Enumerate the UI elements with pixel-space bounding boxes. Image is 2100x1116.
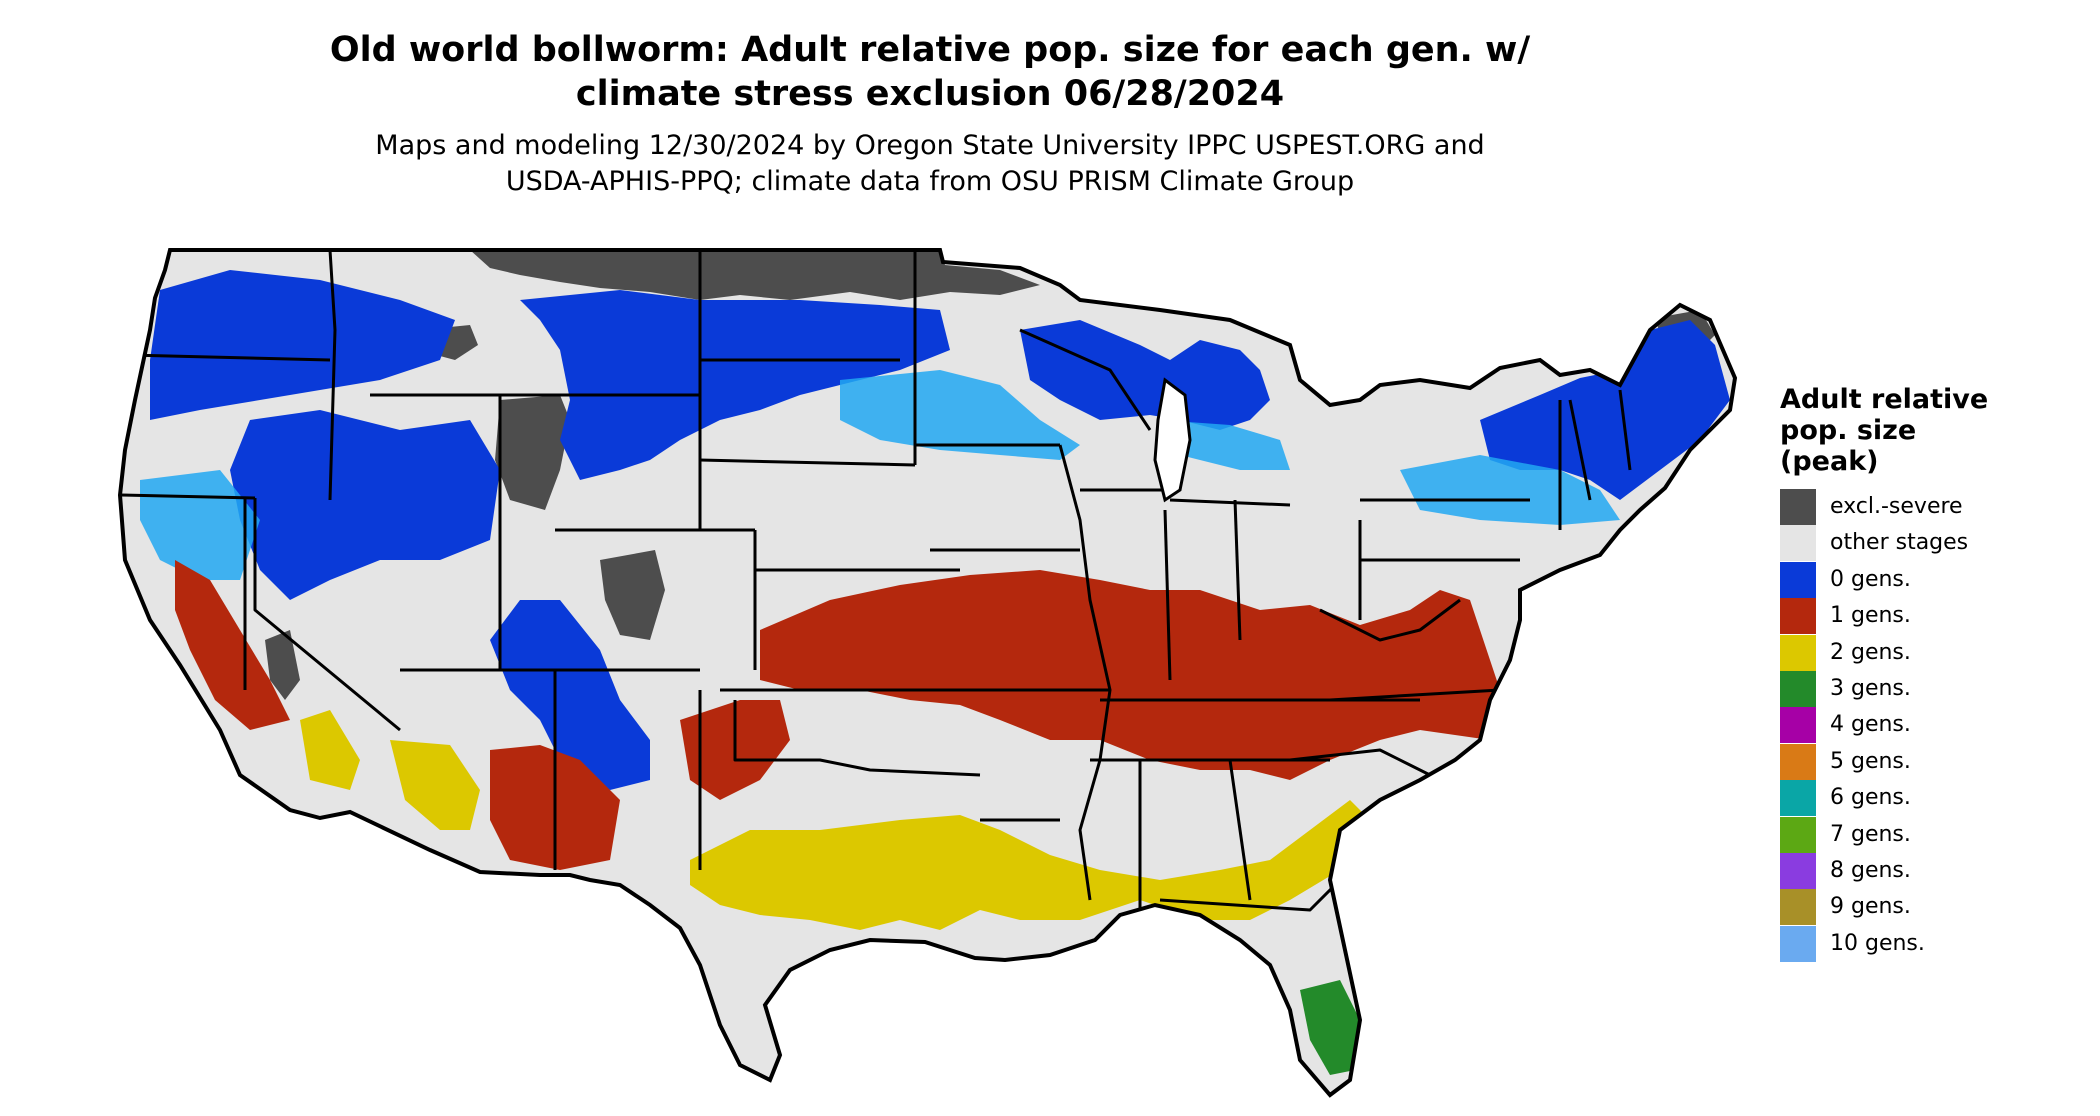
- legend-label: 3 gens.: [1830, 675, 1911, 701]
- legend-swatch: [1780, 561, 1816, 598]
- boundary-il-in: [1163, 509, 1172, 681]
- legend-label: excl.-severe: [1830, 494, 1963, 519]
- legend-swatch: [1780, 780, 1816, 817]
- region-0gen-northwest: [150, 270, 455, 420]
- region-excl-north-plains: [470, 250, 1040, 300]
- legend-item: 1 gens.: [1780, 598, 2080, 635]
- lake-michigan: [1153, 377, 1192, 503]
- legend-swatch: [1780, 525, 1816, 562]
- region-3gen-south-texas: [800, 960, 880, 1060]
- region-2gen-gulf: [690, 800, 1370, 930]
- boundary-ca-nv-diag: [253, 498, 401, 732]
- legend-title-line-1: Adult relative: [1780, 384, 1989, 415]
- legend-label: 6 gens.: [1830, 785, 1911, 811]
- region-0gen-northeast: [1480, 320, 1730, 500]
- us-map: [118, 248, 1737, 1097]
- legend-items: excl.-severe other stages 0 gens. 1 gens. 2 …: [1780, 489, 2080, 962]
- legend-item: 6 gens.: [1780, 780, 2080, 817]
- generation-overlay: [140, 250, 1730, 1075]
- legend-swatch: [1780, 598, 1816, 635]
- boundary-mississippi: [1058, 444, 1112, 901]
- legend-item: other stages: [1780, 525, 2080, 562]
- region-0gen-idaho: [230, 410, 500, 600]
- region-excl-rockies: [495, 395, 570, 510]
- legend-label: 10 gens.: [1830, 930, 1925, 956]
- boundary-or-ca: [120, 493, 256, 500]
- region-0gen-northern-plains: [520, 290, 950, 480]
- legend-label: 1 gens.: [1830, 603, 1911, 629]
- legend-label: 9 gens.: [1830, 894, 1911, 920]
- region-0gen-four-corners: [490, 600, 650, 790]
- legend-label: 7 gens.: [1830, 821, 1911, 847]
- map-legend: Adult relative pop. size (peak) excl.-se…: [1780, 384, 2080, 962]
- legend-swatch: [1780, 670, 1816, 707]
- legend-item: 4 gens.: [1780, 707, 2080, 744]
- region-3gen-south-florida: [1300, 980, 1360, 1075]
- map-subtitle-line-1: Maps and modeling 12/30/2024 by Oregon S…: [375, 130, 1485, 161]
- legend-swatch: [1780, 852, 1816, 889]
- legend-swatch: [1780, 743, 1816, 780]
- legend-item: excl.-severe: [1780, 489, 2080, 525]
- legend-item: 0 gens.: [1780, 561, 2080, 598]
- boundary-nc-sc: [1289, 748, 1441, 782]
- boundary-ga-fl: [1159, 878, 1342, 912]
- legend-label: 0 gens.: [1830, 566, 1911, 592]
- legend-swatch: [1780, 925, 1816, 962]
- legend-label: 4 gens.: [1830, 712, 1911, 738]
- legend-title-line-3: (peak): [1780, 446, 1879, 477]
- region-1gen-california: [175, 560, 290, 730]
- region-0gen-light-newyork: [1400, 455, 1620, 525]
- legend-swatch: [1780, 707, 1816, 744]
- map-title-line-1: Old world bollworm: Adult relative pop. …: [329, 30, 1531, 70]
- boundary-me-nh: [1618, 389, 1632, 471]
- boundary-sd-ne: [699, 458, 916, 467]
- legend-swatch: [1780, 489, 1816, 525]
- region-excl-colorado: [600, 550, 665, 640]
- legend-swatch: [1780, 634, 1816, 671]
- legend-label: 8 gens.: [1830, 857, 1911, 883]
- state-boundaries: [120, 250, 1632, 920]
- legend-item: 10 gens.: [1780, 925, 2080, 962]
- legend-item: 7 gens.: [1780, 816, 2080, 853]
- boundary-idaho-west: [328, 250, 337, 501]
- legend-swatch: [1780, 816, 1816, 853]
- boundary-wa-or: [129, 353, 331, 362]
- legend-label: 5 gens.: [1830, 748, 1911, 774]
- legend-item: 5 gens.: [1780, 743, 2080, 780]
- boundary-wv: [1319, 598, 1461, 642]
- boundary-al-ga: [1228, 759, 1252, 901]
- map-subtitle-line-2: USDA-APHIS-PPQ; climate data from OSU PR…: [505, 166, 1355, 197]
- legend-label: 2 gens.: [1830, 639, 1911, 665]
- region-0gen-great-lakes: [1020, 320, 1270, 430]
- map-title-line-2: climate stress exclusion 06/28/2024: [575, 74, 1285, 114]
- region-1gen-southern-belt: [760, 570, 1510, 780]
- legend-item: 2 gens.: [1780, 634, 2080, 671]
- region-2gen-socal: [300, 710, 360, 790]
- legend-item: 8 gens.: [1780, 852, 2080, 889]
- legend-item: 9 gens.: [1780, 889, 2080, 926]
- region-2gen-arizona: [390, 740, 480, 830]
- region-0gen-light-plains: [840, 370, 1080, 460]
- legend-item: 3 gens.: [1780, 670, 2080, 707]
- region-0gen-light-mi: [1160, 420, 1290, 470]
- region-excl-sierra: [265, 630, 300, 700]
- boundary-va-nc: [1329, 688, 1501, 702]
- legend-label: other stages: [1830, 530, 1969, 556]
- boundary-mi-oh: [1169, 498, 1291, 507]
- boundary-ok-tx: [733, 700, 981, 777]
- boundary-vt-nh: [1568, 399, 1592, 501]
- boundary-in-oh: [1233, 499, 1242, 641]
- legend-swatch: [1780, 889, 1816, 926]
- boundary-mi-wi: [1019, 328, 1152, 431]
- legend-title: Adult relative pop. size (peak): [1780, 384, 2080, 477]
- legend-title-line-2: pop. size: [1780, 415, 1917, 446]
